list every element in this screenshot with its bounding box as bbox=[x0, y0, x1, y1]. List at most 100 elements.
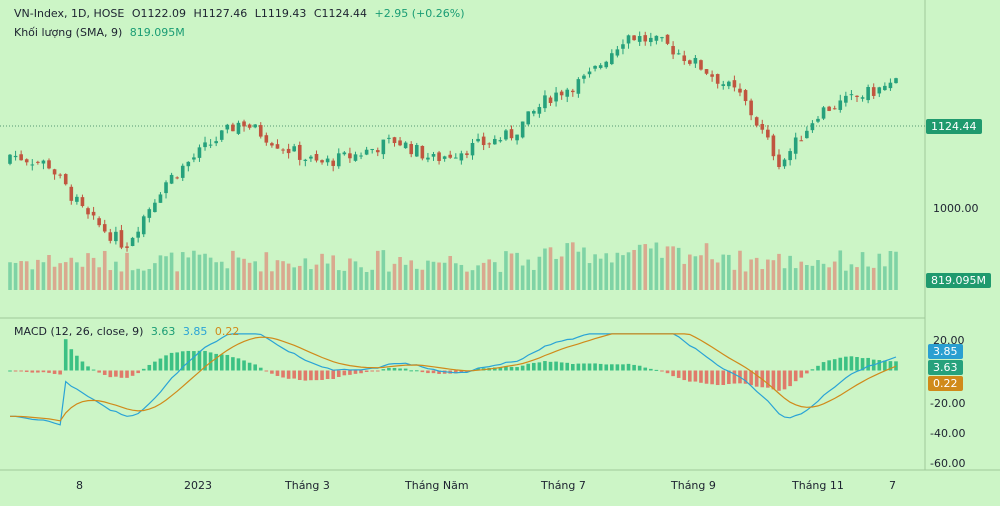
volume-bar bbox=[175, 271, 179, 290]
candle-body bbox=[587, 71, 592, 75]
candle-body bbox=[649, 37, 653, 43]
candle-body bbox=[699, 60, 703, 70]
candle-body bbox=[208, 144, 213, 146]
macd-histogram-bar bbox=[504, 366, 508, 371]
macd-histogram-bar bbox=[141, 368, 146, 371]
macd-histogram-bar bbox=[849, 356, 854, 371]
volume-bar bbox=[392, 263, 397, 290]
legend-close: C1124.44 bbox=[313, 7, 368, 20]
volume-bar bbox=[348, 258, 352, 290]
candle-body bbox=[214, 141, 218, 144]
macd-histogram-bar bbox=[214, 353, 218, 371]
macd-histogram-bar bbox=[799, 370, 804, 378]
candle-body bbox=[571, 90, 575, 93]
volume-bar bbox=[559, 256, 564, 290]
macd-histogram-bar bbox=[866, 357, 870, 371]
candle-body bbox=[520, 121, 525, 138]
macd-histogram-bar bbox=[325, 370, 330, 379]
macd-histogram-bar bbox=[727, 370, 731, 385]
macd-histogram-bar bbox=[805, 370, 809, 374]
volume-bar bbox=[414, 268, 419, 290]
volume-bar bbox=[381, 250, 386, 290]
candle-body bbox=[665, 34, 670, 44]
candle-body bbox=[554, 92, 558, 102]
volume-bar bbox=[832, 261, 837, 290]
volume-bar bbox=[492, 262, 497, 290]
candle-body bbox=[771, 135, 776, 157]
macd-legend-label: MACD (12, 26, close, 9) bbox=[14, 325, 144, 338]
macd-histogram-bar bbox=[476, 368, 480, 371]
candle-body bbox=[727, 81, 731, 87]
macd-histogram-bar bbox=[158, 358, 163, 371]
macd-histogram-bar bbox=[576, 363, 581, 371]
macd-histogram-bar bbox=[231, 357, 235, 371]
macd-histogram-bar bbox=[114, 370, 118, 377]
candle-body bbox=[119, 230, 124, 248]
volume-bar bbox=[158, 255, 163, 290]
candle-body bbox=[409, 144, 414, 155]
candle-body bbox=[593, 65, 597, 69]
macd-histogram-bar bbox=[264, 370, 269, 372]
candle-body bbox=[504, 130, 508, 140]
candle-body bbox=[375, 150, 380, 153]
volume-bar bbox=[531, 269, 536, 290]
candle-body bbox=[370, 148, 375, 150]
macd-histogram-bar bbox=[58, 370, 62, 375]
volume-bar bbox=[548, 247, 553, 290]
macd-histogram-bar bbox=[838, 357, 843, 371]
macd-histogram-bar bbox=[403, 368, 408, 371]
candle-body bbox=[492, 138, 497, 145]
volume-bar bbox=[147, 268, 152, 290]
volume-bar bbox=[275, 260, 280, 290]
volume-bar bbox=[431, 261, 436, 290]
volume-bar bbox=[63, 262, 68, 290]
volume-bar bbox=[281, 261, 285, 290]
candle-body bbox=[743, 90, 748, 102]
macd-histogram-bar bbox=[381, 369, 386, 371]
candle-body bbox=[30, 164, 35, 166]
macd-histogram-bar bbox=[531, 362, 536, 371]
candle-body bbox=[604, 61, 609, 68]
macd-legend-hist: 3.63 bbox=[150, 325, 176, 338]
macd-histogram-bar bbox=[63, 339, 68, 371]
volume-bar bbox=[364, 271, 369, 290]
macd-histogram-bar bbox=[492, 367, 497, 371]
candle-body bbox=[871, 87, 876, 96]
candle-body bbox=[548, 97, 553, 103]
candle-body bbox=[844, 95, 848, 103]
candle-body bbox=[303, 159, 308, 161]
volume-bar bbox=[448, 255, 453, 290]
macd-axis-m60: -60.00 bbox=[930, 457, 966, 470]
volume-bar bbox=[727, 254, 731, 290]
macd-histogram-bar bbox=[587, 363, 592, 371]
candle-body bbox=[710, 74, 714, 77]
macd-histogram-bar bbox=[459, 370, 464, 373]
volume-bar bbox=[409, 260, 414, 290]
volume-bar bbox=[543, 248, 547, 290]
macd-histogram-bar bbox=[782, 370, 787, 390]
volume-bar bbox=[114, 261, 118, 290]
macd-histogram-bar bbox=[643, 367, 648, 371]
macd-histogram-bar bbox=[75, 355, 79, 371]
macd-axis-20: 20.00 bbox=[933, 334, 965, 347]
candle-body bbox=[320, 160, 324, 163]
volume-bar bbox=[877, 253, 882, 290]
macd-histogram-bar bbox=[253, 364, 257, 371]
volume-bar bbox=[777, 253, 781, 290]
candle-body bbox=[470, 143, 475, 156]
legend-change: +2.95 (+0.26%) bbox=[374, 7, 465, 20]
macd-histogram-bar bbox=[721, 370, 726, 385]
macd-histogram-bar bbox=[771, 370, 776, 390]
volume-bar bbox=[219, 261, 224, 290]
candle-body bbox=[364, 149, 369, 155]
volume-bar bbox=[214, 262, 218, 290]
macd-histogram-bar bbox=[336, 370, 341, 377]
volume-bar bbox=[487, 259, 492, 290]
candle-body bbox=[738, 88, 742, 93]
candle-body bbox=[153, 202, 157, 213]
volume-bar bbox=[80, 266, 85, 290]
macd-histogram-bar bbox=[36, 370, 40, 373]
candle-body bbox=[342, 152, 347, 155]
